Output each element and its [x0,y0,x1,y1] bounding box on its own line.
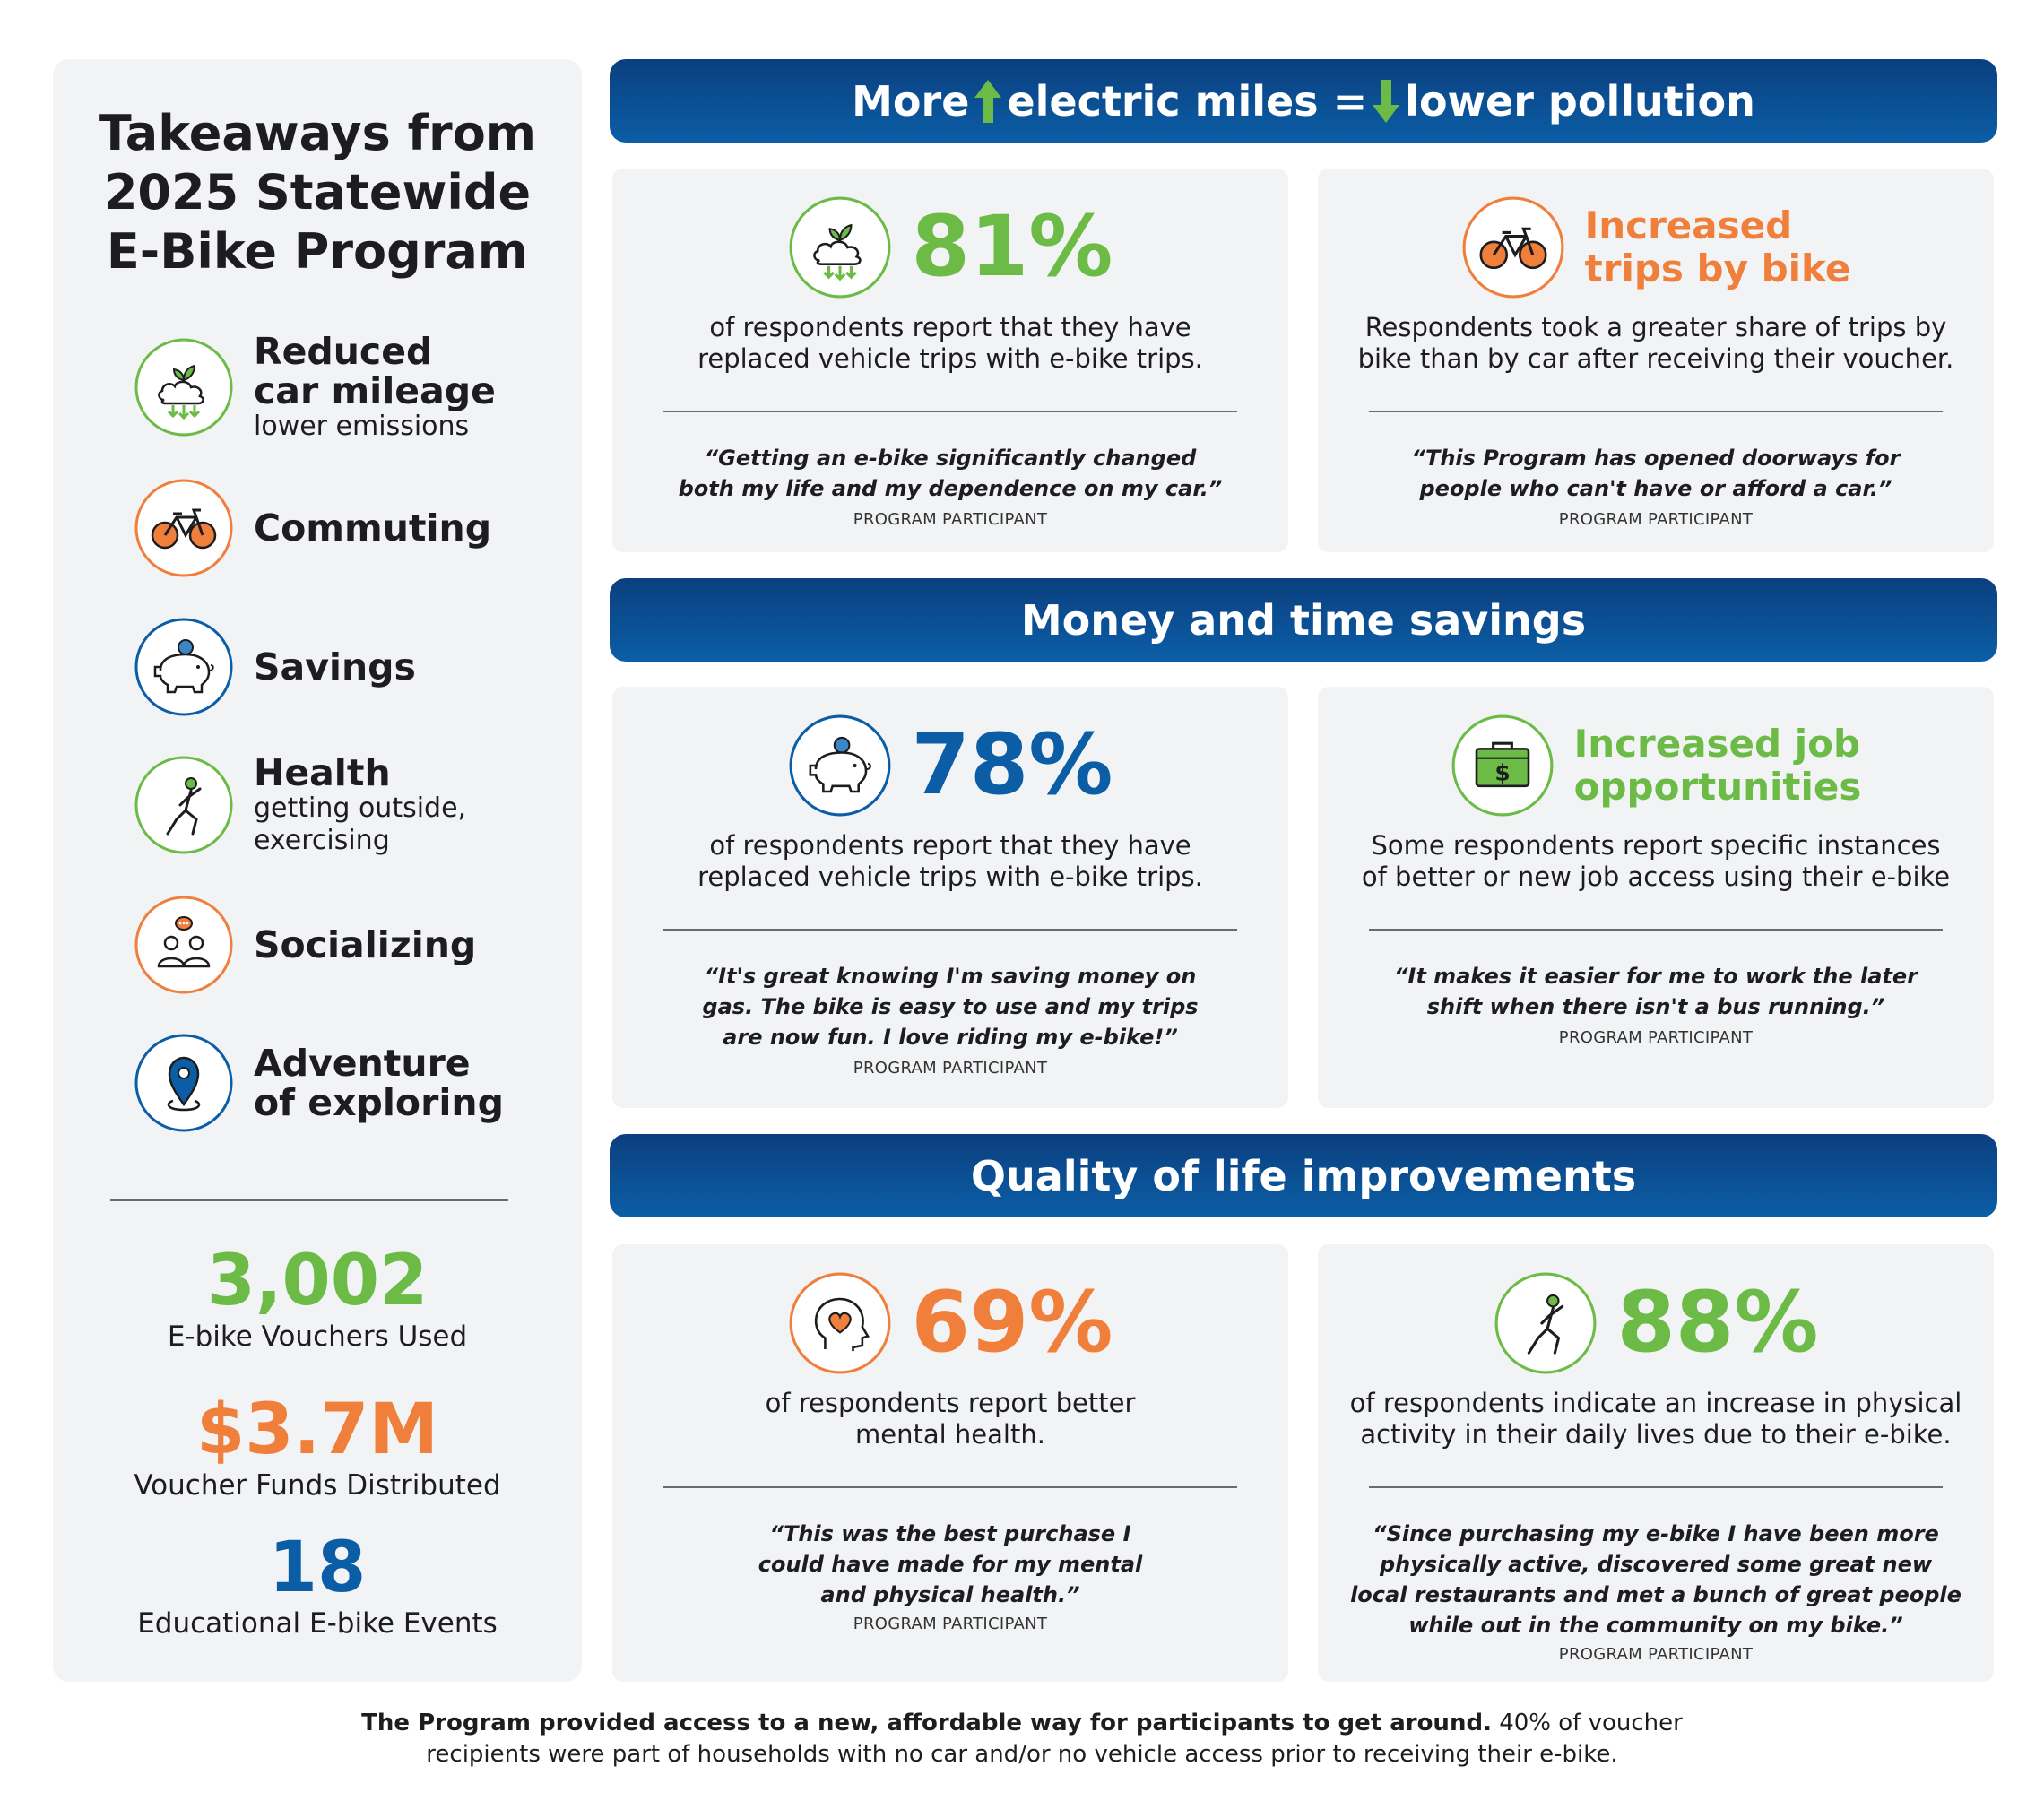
section-header-pollution: More electric miles = lower pollution [610,59,1997,143]
takeaway-label: Health [254,751,391,794]
quote-attribution: PROGRAM PARTICIPANT [853,1615,1048,1633]
piggy-bank-icon [134,618,233,716]
sidebar-title: Takeaways from 2025 Statewide E-Bike Pro… [98,105,537,280]
stat-percent: 88% [1616,1274,1819,1372]
header-text-part: lower pollution [1405,76,1755,126]
piggy-bank-icon [789,714,890,817]
card-title: Increased job opportunities [1573,722,1862,809]
takeaway-label: Reduced car mileage [254,330,496,412]
takeaway-commuting: Commuting [134,478,564,578]
card-divider [663,1486,1237,1488]
takeaway-label: Savings [254,645,416,688]
card-divider [1369,411,1943,412]
card-divider [1369,1486,1943,1488]
takeaways-panel: Takeaways from 2025 Statewide E-Bike Pro… [53,59,582,1682]
footer-bold-text: The Program provided access to a new, af… [361,1710,1492,1736]
section-header-savings: Money and time savings [610,578,1997,662]
header-text-part: More [852,76,970,126]
participant-quote: “This Program has opened doorways for pe… [1411,446,1901,501]
quote-attribution: PROGRAM PARTICIPANT [1558,1028,1754,1047]
head-heart-icon [789,1272,890,1374]
map-pin-icon [134,1034,233,1132]
card-replaced-trips: 81% of respondents report that they have… [612,169,1288,552]
takeaway-reduced-mileage: Reduced car mileage lower emissions [134,332,564,442]
card-divider [1369,929,1943,931]
stat-percent: 81% [911,198,1113,296]
takeaway-label: Adventure of exploring [254,1042,504,1124]
stretching-person-icon [1494,1272,1596,1374]
stat-percent: 78% [911,716,1113,814]
card-divider [663,929,1237,931]
participant-quote: “This was the best purchase I could have… [758,1521,1143,1607]
stat-label: Voucher Funds Distributed [134,1469,501,1502]
card-job-opportunities: $ Increased job opportunities Some respo… [1318,687,1994,1108]
arrow-down-icon [1373,79,1400,123]
arrow-up-icon [974,79,1002,123]
participant-quote: “Getting an e-bike significantly changed… [678,446,1223,501]
participant-quote: “Since purchasing my e-bike I have been … [1350,1521,1962,1638]
briefcase-dollar-icon: $ [1451,714,1554,817]
participant-quote: “It makes it easier for me to work the l… [1393,964,1918,1019]
stat-percent: 69% [911,1274,1113,1372]
section-header-quality-of-life: Quality of life improvements [610,1134,1997,1217]
card-divider [663,411,1237,412]
footer-note: The Program provided access to a new, af… [341,1708,1703,1771]
takeaway-savings: Savings [134,617,564,717]
takeaway-label: Commuting [254,507,492,550]
stat-label: Educational E-bike Events [137,1607,498,1640]
stat-label: E-bike Vouchers Used [167,1320,468,1353]
svg-text:$: $ [1494,760,1510,786]
header-text-part: electric miles = [1007,76,1368,126]
quote-attribution: PROGRAM PARTICIPANT [1558,510,1754,529]
takeaway-label: Socializing [254,923,477,966]
card-title: Increased trips by bike [1584,203,1851,290]
takeaway-health: Health getting outside, exercising [134,751,564,856]
people-chat-icon [134,896,233,994]
sidebar-divider [110,1199,508,1201]
bicycle-icon [134,479,233,577]
card-description: of respondents report better mental heal… [765,1388,1136,1450]
stretching-person-icon [134,756,233,854]
card-description: of respondents indicate an increase in p… [1349,1388,1962,1450]
quote-attribution: PROGRAM PARTICIPANT [853,1059,1048,1078]
stat-vouchers-used: 3,002 E-bike Vouchers Used [53,1243,582,1354]
card-increased-bike-trips: Increased trips by bike Respondents took… [1318,169,1994,552]
stat-funds-distributed: $3.7M Voucher Funds Distributed [53,1391,582,1502]
quote-attribution: PROGRAM PARTICIPANT [1558,1645,1754,1664]
card-description: Respondents took a greater share of trip… [1357,312,1954,374]
stat-value: 18 [268,1528,367,1608]
card-description: Some respondents report specific instanc… [1361,830,1951,892]
quote-attribution: PROGRAM PARTICIPANT [853,510,1048,529]
takeaway-sublabel: lower emissions [254,411,470,442]
card-savings-percent: 78% of respondents report that they have… [612,687,1288,1108]
card-mental-health: 69% of respondents report better mental … [612,1244,1288,1682]
takeaway-adventure: Adventure of exploring [134,1033,564,1133]
bicycle-icon [1462,196,1564,299]
takeaway-sublabel: getting outside, exercising [254,792,467,856]
stat-value: 3,002 [206,1241,429,1321]
participant-quote: “It's great knowing I'm saving money on … [702,964,1199,1050]
plant-cloud-icon [789,196,890,299]
card-description: of respondents report that they have rep… [697,312,1203,374]
stat-value: $3.7M [195,1390,439,1470]
card-physical-activity: 88% of respondents indicate an increase … [1318,1244,1994,1682]
footer-text: 40% of voucher recipients were part of h… [426,1710,1683,1768]
plant-cloud-icon [134,338,233,437]
card-description: of respondents report that they have rep… [697,830,1203,892]
stat-educational-events: 18 Educational E-bike Events [53,1529,582,1641]
takeaway-socializing: Socializing [134,895,564,995]
